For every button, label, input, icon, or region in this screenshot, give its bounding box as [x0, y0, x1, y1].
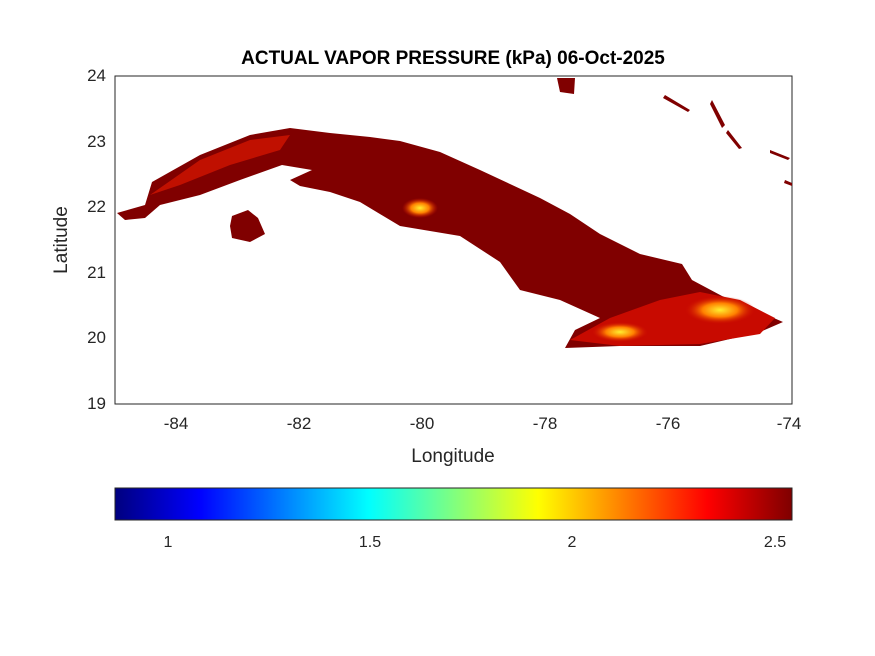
chart-title: ACTUAL VAPOR PRESSURE (kPa) 06-Oct-2025 — [241, 48, 665, 69]
x-tick: -80 — [409, 414, 435, 433]
y-axis-label: Latitude — [51, 206, 72, 274]
cuba-mainland — [117, 128, 783, 348]
x-tick: -78 — [532, 414, 558, 433]
y-tick: 21 — [87, 263, 106, 282]
hotspot-east — [685, 296, 755, 324]
colorbar-tick: 2.5 — [763, 534, 787, 551]
y-tick: 20 — [87, 328, 106, 347]
x-tick: -76 — [655, 414, 681, 433]
isla-de-la-juventud — [230, 210, 265, 242]
x-axis-label: Longitude — [411, 446, 495, 467]
x-tick: -84 — [163, 414, 189, 433]
hotspot-sierra-maestra — [592, 322, 648, 342]
colorbar-tick: 2 — [567, 534, 577, 551]
y-tick: 23 — [87, 132, 106, 151]
y-tick: 24 — [87, 66, 106, 85]
y-tick: 19 — [87, 394, 106, 413]
x-tick: -74 — [776, 414, 802, 433]
hotspot-central — [402, 198, 438, 218]
western-range — [150, 135, 290, 195]
axes-box — [114, 75, 793, 405]
colorbar-tick: 1 — [163, 534, 173, 551]
colorbar — [114, 487, 793, 521]
colorbar-tick: 1.5 — [358, 534, 382, 551]
y-tick: 22 — [87, 197, 106, 216]
x-tick: -82 — [286, 414, 312, 433]
